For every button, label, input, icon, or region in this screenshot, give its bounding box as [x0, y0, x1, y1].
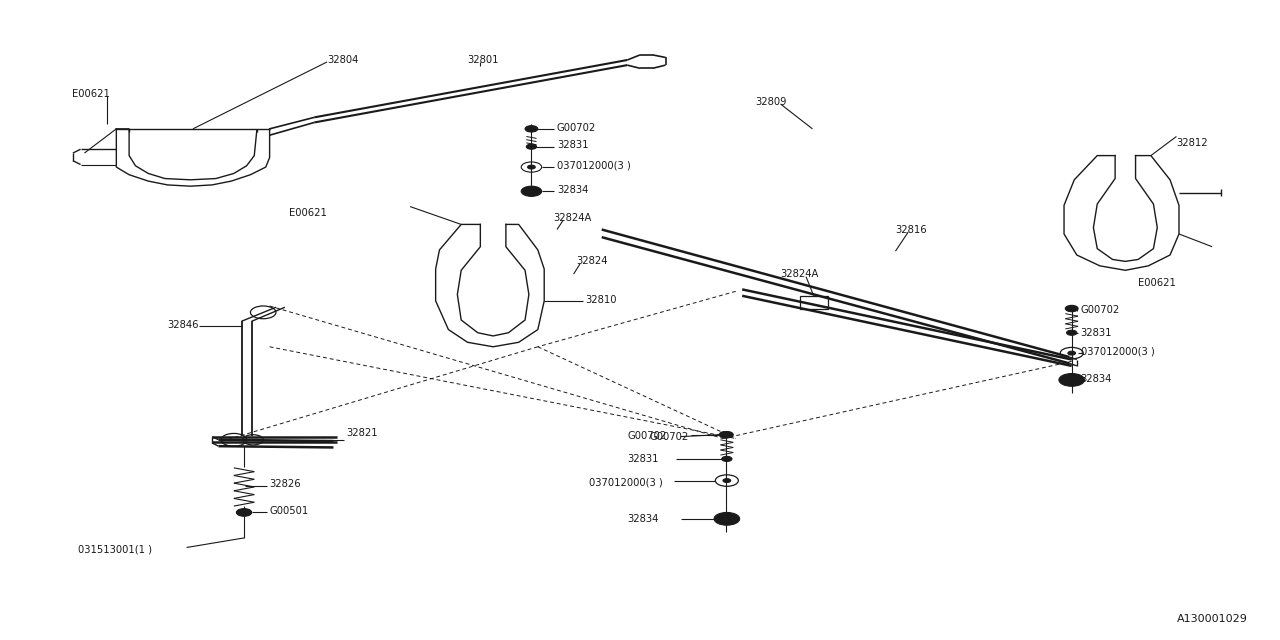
Text: 32826: 32826	[270, 479, 301, 490]
Text: 32831: 32831	[557, 140, 589, 150]
Text: 037012000(3 ): 037012000(3 )	[589, 477, 663, 488]
Circle shape	[722, 456, 732, 461]
Circle shape	[526, 144, 536, 149]
Polygon shape	[435, 225, 544, 347]
Circle shape	[719, 431, 732, 438]
Text: G00702: G00702	[1080, 305, 1120, 316]
Text: 32824A: 32824A	[553, 213, 591, 223]
Circle shape	[1066, 330, 1076, 335]
Text: G00702: G00702	[649, 431, 689, 442]
Circle shape	[521, 186, 541, 196]
Text: G00501: G00501	[270, 506, 308, 516]
Text: 031513001(1 ): 031513001(1 )	[78, 545, 152, 554]
Circle shape	[237, 509, 252, 516]
Text: E00621: E00621	[72, 89, 110, 99]
Circle shape	[527, 165, 535, 169]
Circle shape	[723, 479, 731, 483]
Text: E00621: E00621	[1138, 278, 1176, 288]
Text: 32831: 32831	[1080, 328, 1112, 338]
Bar	[800, 296, 828, 308]
Text: E00621: E00621	[289, 208, 326, 218]
Text: 32834: 32834	[1080, 374, 1112, 383]
Text: 32812: 32812	[1176, 138, 1208, 148]
Text: 32831: 32831	[627, 454, 659, 464]
Text: 32824A: 32824A	[781, 269, 819, 279]
Circle shape	[1059, 374, 1084, 387]
Polygon shape	[116, 129, 270, 186]
Text: G00702: G00702	[557, 122, 596, 132]
Text: 32834: 32834	[557, 185, 589, 195]
Text: 32846: 32846	[168, 320, 198, 330]
Text: 32824: 32824	[576, 257, 608, 266]
Circle shape	[714, 513, 740, 525]
Text: 32821: 32821	[346, 428, 378, 438]
Text: 32834: 32834	[627, 514, 659, 524]
Text: 32801: 32801	[467, 55, 499, 65]
Text: 32816: 32816	[896, 225, 927, 234]
Text: A130001029: A130001029	[1176, 614, 1247, 625]
Circle shape	[1068, 351, 1075, 355]
Text: G00702: G00702	[627, 431, 667, 441]
Text: 32809: 32809	[755, 97, 786, 107]
Text: 32810: 32810	[585, 294, 617, 305]
Polygon shape	[1064, 156, 1179, 270]
Circle shape	[721, 431, 733, 438]
Text: 037012000(3 ): 037012000(3 )	[1080, 347, 1155, 357]
Circle shape	[1065, 305, 1078, 312]
Text: 32804: 32804	[328, 55, 358, 65]
Circle shape	[525, 125, 538, 132]
Text: 037012000(3 ): 037012000(3 )	[557, 161, 631, 171]
